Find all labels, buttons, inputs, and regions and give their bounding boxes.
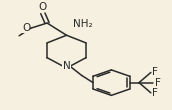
Text: O: O (39, 2, 47, 12)
Text: F: F (152, 88, 158, 98)
Text: NH₂: NH₂ (73, 19, 93, 29)
Text: F: F (152, 67, 158, 77)
Text: F: F (155, 78, 161, 88)
Text: O: O (22, 23, 30, 33)
Text: N: N (63, 61, 70, 71)
